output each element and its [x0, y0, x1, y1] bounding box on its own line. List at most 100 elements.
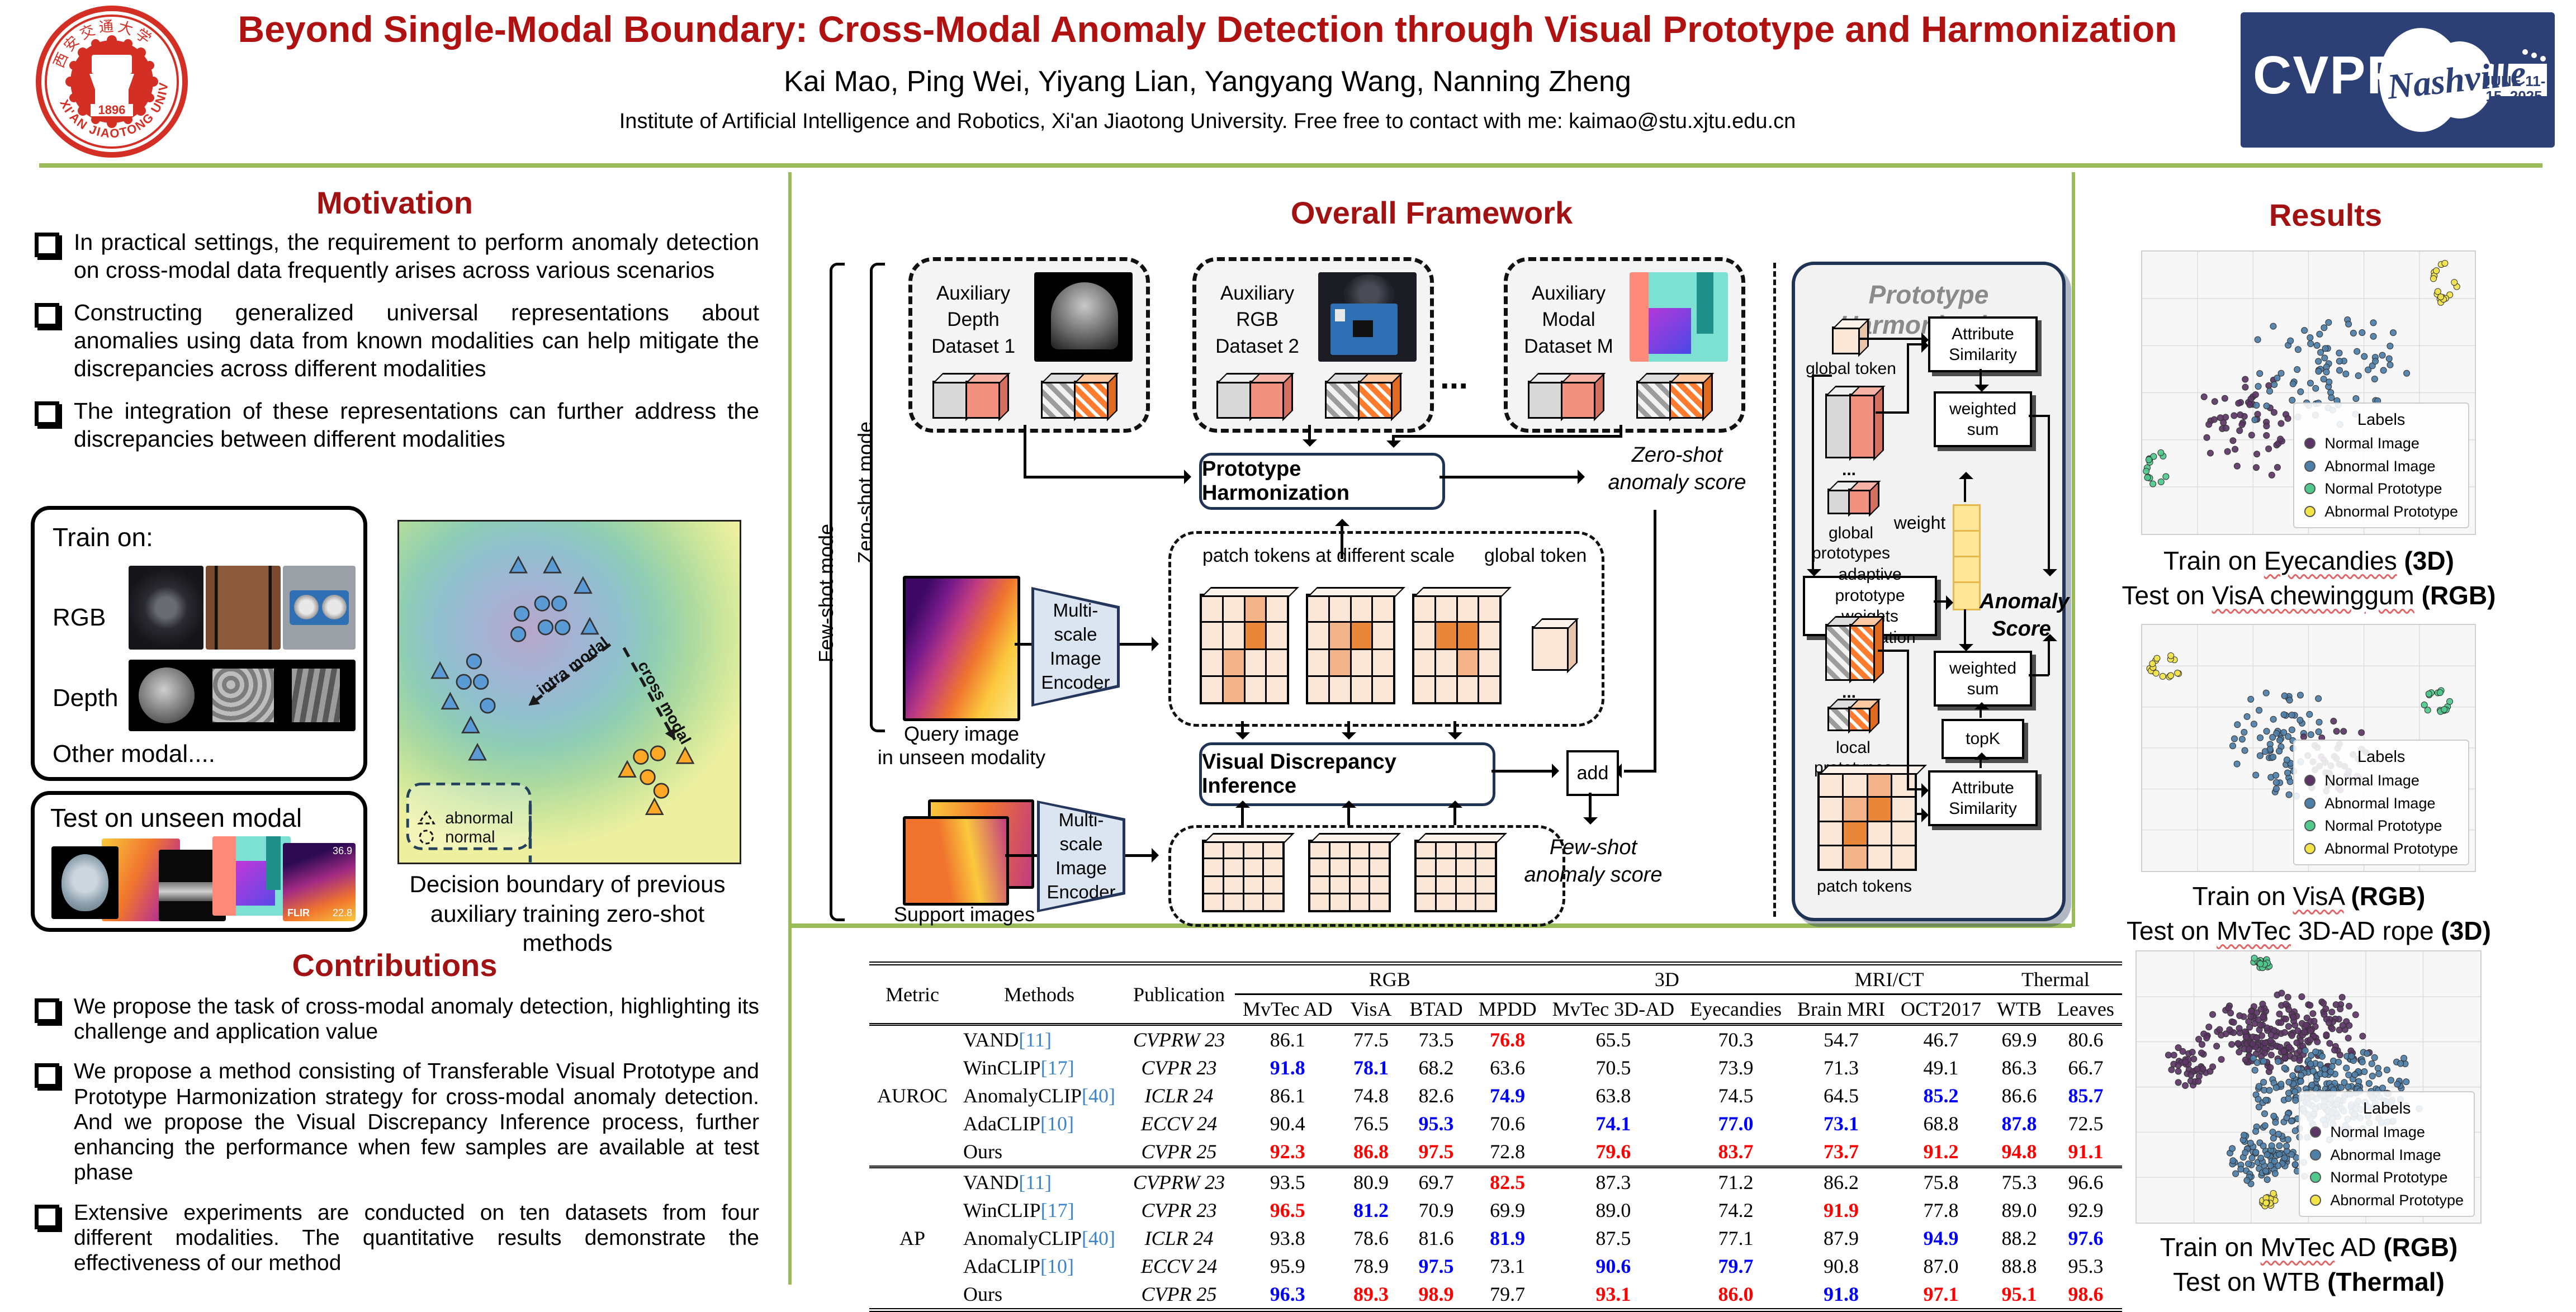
- cube-pair-icon: [1216, 381, 1284, 419]
- publication: CVPR 25: [1141, 1283, 1217, 1305]
- metric-value: 91.9: [1824, 1199, 1859, 1221]
- legend-entry: Abnormal Prototype: [2304, 500, 2458, 523]
- metric-value: 83.7: [1718, 1140, 1754, 1163]
- metric-value: 92.9: [2068, 1199, 2104, 1221]
- metric-value: 95.9: [1270, 1255, 1305, 1277]
- bullet-text: We propose the task of cross-modal anoma…: [74, 994, 759, 1044]
- token-grid-icon: [1414, 840, 1497, 912]
- metric-value: 74.2: [1718, 1199, 1754, 1221]
- bullet-text: We propose a method consisting of Transf…: [74, 1059, 759, 1185]
- metric-value: 73.1: [1824, 1112, 1859, 1135]
- aux-box-1: Auxiliary Depth Dataset 1: [908, 257, 1150, 433]
- metric-value: 74.9: [1490, 1084, 1526, 1107]
- topk-box: topK: [1942, 719, 2024, 759]
- metric-value: 73.5: [1401, 1023, 1471, 1054]
- publication: CVPR 23: [1141, 1057, 1217, 1079]
- svg-text:abnormal: abnormal: [445, 809, 513, 827]
- framework-panel-divider: [1773, 263, 1776, 917]
- framework-heading: Overall Framework: [1290, 195, 1573, 230]
- cvpr-dates: JUNE 11-15, 2025: [2482, 73, 2546, 105]
- metric-value: 73.9: [1718, 1057, 1754, 1079]
- aux-box-3: Auxiliary Modal Dataset M: [1504, 257, 1745, 433]
- table-row: AdaCLIP[10] ECCV 24 95.9 78.9 97.5 73.1 90.6 79…: [869, 1252, 2122, 1280]
- metric-value: 79.6: [1595, 1140, 1631, 1163]
- global-prototypes-icon: [1825, 394, 1875, 458]
- tokens-box-support: [1168, 825, 1565, 927]
- legend-dot-icon: [2310, 1149, 2322, 1161]
- metric-value: 90.6: [1595, 1255, 1631, 1277]
- metric-value: 97.5: [1418, 1140, 1454, 1163]
- metric-value: 86.1: [1270, 1084, 1305, 1107]
- col-header-publication: Publication: [1123, 961, 1235, 1025]
- publication: CVPRW 23: [1123, 1166, 1235, 1196]
- plot-1-caption: Train on Eyecandies (3D) Test on VisA che…: [2122, 546, 2496, 610]
- publication: ECCV 24: [1140, 1112, 1218, 1135]
- metric-value: 79.7: [1490, 1283, 1526, 1305]
- metric-value: 54.7: [1789, 1023, 1893, 1054]
- metric-value: 75.3: [1989, 1166, 2049, 1196]
- results-table: Metric Methods Publication RGB 3D MRI/CT Therm…: [869, 961, 2122, 1312]
- rgb-sample-1: [129, 566, 203, 650]
- metric-value: 64.5: [1824, 1084, 1859, 1107]
- metric-value: 88.8: [2001, 1255, 2037, 1277]
- test-sample-3d-render: [212, 836, 291, 916]
- metric-value: 69.9: [1989, 1023, 2049, 1054]
- square-bullet-icon: [35, 1063, 59, 1088]
- test-box: Test on unseen modal 36.9 22.8 FLIR: [31, 791, 367, 932]
- metric-value: 85.2: [1923, 1084, 1959, 1107]
- ph-anomaly-score-label: Anomaly Score: [1980, 590, 2070, 641]
- col-header-dataset: BTAD: [1409, 998, 1463, 1020]
- legend-entry: Normal Image: [2310, 1121, 2464, 1144]
- legend-entry: Abnormal Image: [2304, 792, 2458, 815]
- attribute-similarity-box-bottom: Attribute Similarity: [1928, 770, 2038, 826]
- metric-value: 94.8: [2001, 1140, 2037, 1163]
- zero-shot-mode-label: Zero-shot mode: [854, 421, 877, 564]
- legend-entry: Normal Image: [2304, 769, 2458, 792]
- aux-box-3-label: Auxiliary Modal Dataset M: [1524, 282, 1613, 357]
- header: 西安交通大学 XI'AN JIAOTONG UNIVERSITY 1896 Be…: [0, 0, 2576, 165]
- legend-dot-icon: [2304, 820, 2316, 832]
- metric-value: 80.9: [1340, 1166, 1402, 1196]
- legend-dot-icon: [2310, 1126, 2322, 1138]
- metric-value: 74.8: [1353, 1084, 1389, 1107]
- motivation-heading: Motivation: [316, 185, 473, 220]
- square-bullet-icon: [35, 1204, 59, 1229]
- svg-text:normal: normal: [445, 828, 495, 846]
- metric-value: 76.8: [1470, 1023, 1545, 1054]
- motivation-bullets: In practical settings, the requirement t…: [35, 228, 759, 467]
- weight-cell: [1953, 530, 1981, 559]
- metric-value: 86.2: [1789, 1166, 1893, 1196]
- token-grid-icon: [1412, 594, 1502, 704]
- plot-legend: Labels Normal Image Abnormal Image Normal P…: [2293, 402, 2469, 528]
- legend-dot-icon: [2304, 438, 2316, 449]
- column-divider-right: [2072, 172, 2075, 927]
- col-header-dataset: Leaves: [2057, 998, 2114, 1020]
- legend-title: Labels: [2362, 1099, 2411, 1117]
- contributions-bullets: We propose the task of cross-modal anoma…: [35, 994, 759, 1290]
- metric-value: 93.8: [1270, 1227, 1305, 1249]
- method-name: WinCLIP[17]: [963, 1057, 1074, 1079]
- weighted-sum-box-bottom: weighted sum: [1934, 651, 2032, 707]
- local-prototypes-icon: [1825, 624, 1875, 681]
- metric-value: 70.6: [1490, 1112, 1526, 1135]
- support-caption: Support images: [893, 903, 1035, 926]
- metric-value: 95.3: [1418, 1112, 1454, 1135]
- bullet-item: Constructing generalized universal repre…: [35, 299, 759, 382]
- method-name: VAND[11]: [955, 1023, 1124, 1054]
- encoder-icon-query: Multi-scale Image Encoder: [1031, 587, 1120, 707]
- group-header: RGB: [1235, 961, 1545, 995]
- col-header-metric: Metric: [869, 961, 956, 1025]
- metric-value: 96.3: [1270, 1283, 1305, 1305]
- tokens-label: patch tokens at different scale: [1202, 545, 1455, 566]
- metric-value: 78.9: [1353, 1255, 1389, 1277]
- cube-pair-icon: [1528, 381, 1595, 419]
- bullet-item: In practical settings, the requirement t…: [35, 228, 759, 284]
- col-header-dataset: MvTec AD: [1243, 998, 1333, 1020]
- legend-entry: Normal Prototype: [2310, 1166, 2464, 1189]
- metric-value: 91.8: [1824, 1283, 1859, 1305]
- metric-value: 80.6: [2049, 1023, 2122, 1054]
- contributions-heading: Contributions: [292, 948, 498, 983]
- metric-value: 98.9: [1418, 1283, 1454, 1305]
- metric-value: 72.5: [2068, 1112, 2104, 1135]
- bullet-item: Extensive experiments are conducted on t…: [35, 1200, 759, 1276]
